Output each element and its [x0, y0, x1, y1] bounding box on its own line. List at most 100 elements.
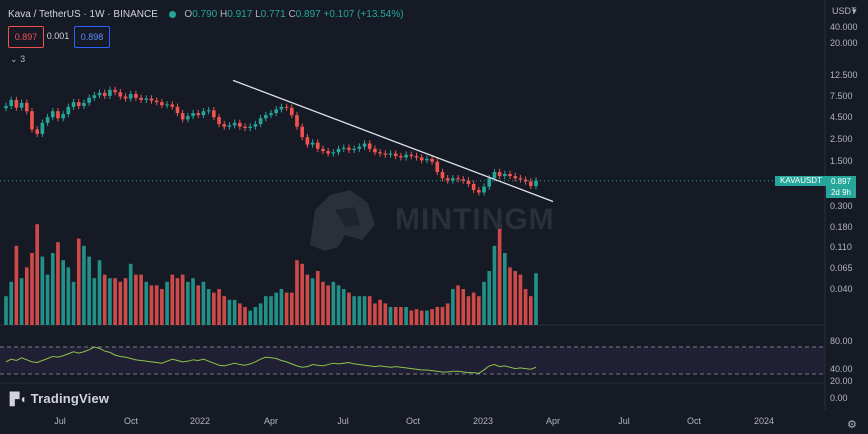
volume-bar[interactable] [503, 253, 507, 325]
sell-price-button[interactable]: 0.897 [8, 26, 44, 48]
candle[interactable] [487, 178, 492, 187]
volume-bar[interactable] [399, 307, 403, 325]
volume-bar[interactable] [92, 278, 97, 325]
candle[interactable] [61, 114, 65, 119]
volume-bar[interactable] [289, 292, 294, 325]
currency-label[interactable]: USDT [832, 6, 857, 16]
candle[interactable] [50, 111, 55, 118]
candle[interactable] [362, 143, 367, 147]
candle[interactable] [170, 104, 175, 107]
volume-bar[interactable] [108, 278, 112, 325]
candle[interactable] [175, 106, 180, 114]
volume-bar[interactable] [284, 292, 289, 325]
candle[interactable] [180, 113, 185, 120]
volume-bar[interactable] [113, 278, 117, 325]
volume-bar[interactable] [76, 238, 81, 325]
volume-bar[interactable] [305, 274, 310, 325]
volume-bar[interactable] [523, 289, 528, 325]
volume-bar[interactable] [118, 281, 123, 325]
candle[interactable] [331, 152, 336, 154]
candle[interactable] [154, 100, 159, 103]
volume-bar[interactable] [175, 278, 180, 325]
volume-bar[interactable] [144, 281, 149, 325]
volume-bar[interactable] [253, 307, 258, 325]
tradingview-logo[interactable]: ▛◖ TradingView [10, 391, 109, 406]
candle[interactable] [419, 157, 424, 161]
volume-bar[interactable] [196, 285, 201, 325]
volume-bar[interactable] [186, 281, 190, 325]
candle[interactable] [508, 174, 512, 177]
candle[interactable] [404, 154, 408, 158]
candle[interactable] [160, 102, 164, 106]
volume-bar[interactable] [534, 273, 538, 325]
candle[interactable] [123, 96, 128, 99]
volume-bar[interactable] [243, 307, 247, 325]
candle[interactable] [30, 111, 34, 130]
candle[interactable] [518, 178, 523, 180]
candle[interactable] [523, 179, 528, 182]
volume-bar[interactable] [66, 267, 71, 325]
volume-bar[interactable] [414, 309, 419, 325]
buy-price-button[interactable]: 0.898 [74, 26, 110, 48]
candle[interactable] [456, 178, 460, 180]
volume-bar[interactable] [367, 296, 372, 325]
volume-bar[interactable] [451, 289, 455, 325]
candle[interactable] [76, 102, 81, 107]
volume-bar[interactable] [191, 278, 195, 325]
volume-bar[interactable] [222, 296, 227, 325]
volume-bar[interactable] [14, 245, 19, 325]
candle[interactable] [14, 99, 19, 108]
volume-bar[interactable] [87, 256, 91, 325]
volume-bar[interactable] [383, 303, 388, 325]
volume-bar[interactable] [123, 278, 128, 325]
volume-bar[interactable] [170, 274, 175, 325]
candle[interactable] [238, 122, 242, 127]
candle[interactable] [248, 126, 253, 129]
volume-bar[interactable] [352, 296, 356, 325]
volume-bar[interactable] [279, 289, 284, 325]
candle[interactable] [393, 153, 398, 157]
candle[interactable] [232, 122, 237, 126]
volume-bar[interactable] [341, 289, 346, 325]
volume-bar[interactable] [232, 299, 237, 325]
volume-bar[interactable] [248, 310, 253, 325]
candle[interactable] [367, 143, 372, 149]
candle[interactable] [341, 147, 346, 149]
indicators-toggle[interactable]: ⌄ 3 [10, 54, 25, 65]
candle[interactable] [503, 174, 507, 177]
candle[interactable] [471, 184, 476, 191]
volume-bar[interactable] [513, 271, 518, 325]
volume-bar[interactable] [56, 242, 60, 325]
candle[interactable] [315, 142, 320, 149]
volume-bar[interactable] [206, 289, 211, 325]
volume-bar[interactable] [217, 289, 221, 325]
volume-bar[interactable] [477, 296, 481, 325]
candle[interactable] [289, 107, 294, 116]
volume-bar[interactable] [19, 278, 24, 325]
candle[interactable] [139, 97, 143, 100]
volume-bar[interactable] [373, 303, 377, 325]
volume-bar[interactable] [4, 296, 8, 325]
volume-bar[interactable] [82, 245, 86, 325]
volume-bar[interactable] [440, 307, 445, 325]
candle[interactable] [191, 113, 195, 117]
volume-bar[interactable] [347, 292, 351, 325]
candle[interactable] [347, 147, 351, 150]
candle[interactable] [477, 190, 481, 193]
candle[interactable] [430, 158, 434, 162]
volume-bar[interactable] [430, 309, 434, 325]
volume-bar[interactable] [295, 260, 299, 325]
volume-bar[interactable] [154, 285, 159, 325]
volume-bar[interactable] [315, 271, 320, 325]
candle[interactable] [269, 113, 273, 116]
candle[interactable] [425, 158, 429, 161]
candle[interactable] [492, 172, 497, 179]
candle[interactable] [279, 106, 284, 110]
volume-bar[interactable] [102, 274, 107, 325]
volume-bar[interactable] [310, 278, 315, 325]
candle[interactable] [305, 137, 310, 145]
candle[interactable] [253, 124, 258, 127]
volume-bar[interactable] [445, 303, 450, 325]
candle[interactable] [82, 102, 86, 107]
volume-bar[interactable] [97, 260, 102, 325]
